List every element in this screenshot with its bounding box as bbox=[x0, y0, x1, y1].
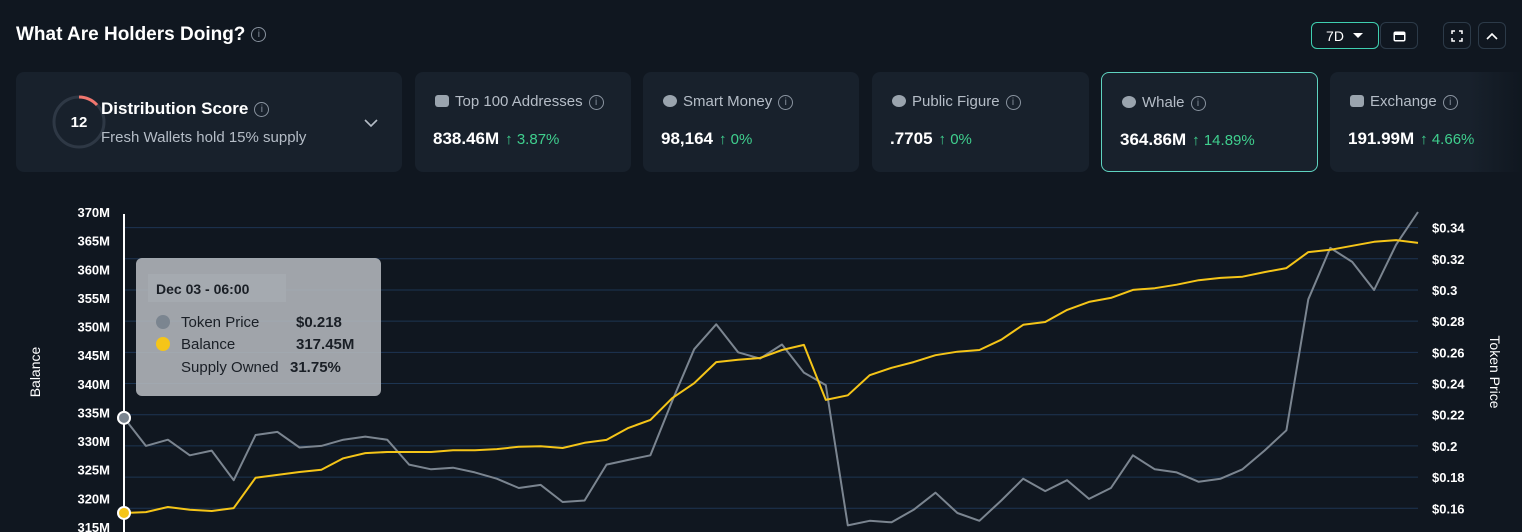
collapse-button[interactable] bbox=[1478, 22, 1506, 49]
fullscreen-icon bbox=[1451, 29, 1463, 42]
y-tick-label: 360M bbox=[77, 262, 110, 277]
score-title: Distribution Score i bbox=[101, 99, 270, 119]
card-value: 98,164 bbox=[661, 129, 713, 148]
card-label: Smart Money bbox=[683, 93, 773, 110]
tooltip-label: Balance bbox=[181, 336, 235, 353]
card-change: 4.66% bbox=[1431, 131, 1475, 148]
y-axis-title: Balance bbox=[27, 346, 43, 397]
expand-icon[interactable] bbox=[364, 118, 378, 128]
y-tick-label: 345M bbox=[77, 348, 110, 363]
card-change: 0% bbox=[950, 131, 972, 148]
tooltip-swatch bbox=[156, 337, 170, 351]
tooltip-label: Token Price bbox=[181, 314, 259, 331]
section-title: What Are Holders Doing? i bbox=[16, 24, 267, 46]
y2-tick-label: $0.18 bbox=[1432, 470, 1465, 485]
period-text: 7D bbox=[1326, 27, 1344, 44]
fade bbox=[1470, 72, 1522, 172]
tooltip: Dec 03 - 06:00 Token Price $0.218 Balance 31… bbox=[136, 258, 381, 396]
fullscreen-button[interactable] bbox=[1443, 22, 1471, 49]
card-change: 0% bbox=[730, 131, 753, 148]
y2-tick-label: $0.3 bbox=[1432, 283, 1457, 298]
y-tick-label: 355M bbox=[77, 291, 110, 306]
score-ring: 12 bbox=[52, 95, 106, 149]
y-tick-label: 350M bbox=[77, 320, 110, 335]
y2-tick-label: $0.22 bbox=[1432, 408, 1465, 423]
series-line bbox=[123, 211, 1419, 527]
metric-card-selected[interactable]: Whale i 364.86M ↑ 14.89% bbox=[1101, 72, 1318, 172]
tooltip-value: 31.75% bbox=[290, 359, 341, 376]
card-value: 838.46M bbox=[433, 129, 500, 148]
y2-tick-label: $0.32 bbox=[1432, 252, 1465, 267]
series-line bbox=[123, 239, 1419, 514]
caret bbox=[1352, 32, 1363, 38]
y2-tick-label: $0.16 bbox=[1432, 501, 1465, 516]
chart: Balance Token Price $0.34 $0.32 $0.3 $0.28 $… bbox=[27, 205, 1503, 532]
y-tick-label: 315M bbox=[77, 520, 110, 532]
tooltip-value: $0.218 bbox=[296, 314, 342, 331]
y-tick-label: 370M bbox=[77, 205, 110, 220]
title-text: What Are Holders Doing? bbox=[16, 24, 246, 45]
tooltip-swatch bbox=[156, 315, 170, 329]
metric-card[interactable]: Public Figure i .7705 ↑ 0% bbox=[872, 72, 1089, 172]
card-change: 3.87% bbox=[516, 131, 560, 148]
score-subtitle: Fresh Wallets hold 15% supply bbox=[101, 129, 307, 146]
score-value: 12 bbox=[71, 114, 88, 131]
period-dropdown[interactable]: 7D bbox=[1311, 22, 1379, 49]
tooltip-header-bg bbox=[148, 274, 286, 302]
y-tick-label: 325M bbox=[77, 463, 110, 478]
metric-card[interactable]: Top 100 Addresses i 838.46M ↑ 3.87% bbox=[415, 72, 631, 172]
hover-marker bbox=[117, 505, 131, 520]
calendar-button[interactable] bbox=[1380, 22, 1418, 49]
card-change: 14.89% bbox=[1203, 132, 1255, 149]
card-label: Public Figure bbox=[912, 93, 1000, 110]
collapse-icon bbox=[1486, 32, 1498, 40]
y2-tick-label: $0.26 bbox=[1432, 345, 1465, 360]
tooltip-value: 317.45M bbox=[296, 336, 354, 353]
distribution-card[interactable]: 12 Distribution Score i Fresh Wallets hol… bbox=[16, 72, 402, 172]
y-tick-label: 335M bbox=[77, 405, 110, 420]
tooltip-date: Dec 03 - 06:00 bbox=[156, 281, 250, 297]
card-value: 191.99M bbox=[1348, 129, 1415, 148]
score-title-text: Distribution Score bbox=[101, 99, 249, 118]
y-tick-label: 330M bbox=[77, 434, 110, 449]
card-label: Whale bbox=[1142, 94, 1185, 111]
y-tick-label: 365M bbox=[77, 234, 110, 249]
y2-tick-label: $0.28 bbox=[1432, 314, 1465, 329]
y2-axis-title: Token Price bbox=[1487, 335, 1503, 408]
y2-tick-label: $0.24 bbox=[1432, 377, 1465, 392]
card-label: Top 100 Addresses bbox=[455, 93, 583, 110]
card-label: Exchange bbox=[1370, 93, 1437, 110]
card-value: 364.86M bbox=[1120, 130, 1187, 149]
y-tick-label: 340M bbox=[77, 377, 110, 392]
y2-tick-label: $0.2 bbox=[1432, 439, 1457, 454]
card-value: .7705 bbox=[890, 129, 933, 148]
metric-card[interactable]: Smart Money i 98,164 ↑ 0% bbox=[643, 72, 859, 172]
info-icon[interactable]: i bbox=[251, 27, 267, 43]
calendar-icon bbox=[1393, 31, 1405, 41]
tooltip-label: Supply Owned bbox=[181, 359, 279, 376]
y-tick-label: 320M bbox=[77, 491, 110, 506]
hover-marker bbox=[117, 410, 131, 425]
y2-tick-label: $0.34 bbox=[1432, 221, 1465, 236]
